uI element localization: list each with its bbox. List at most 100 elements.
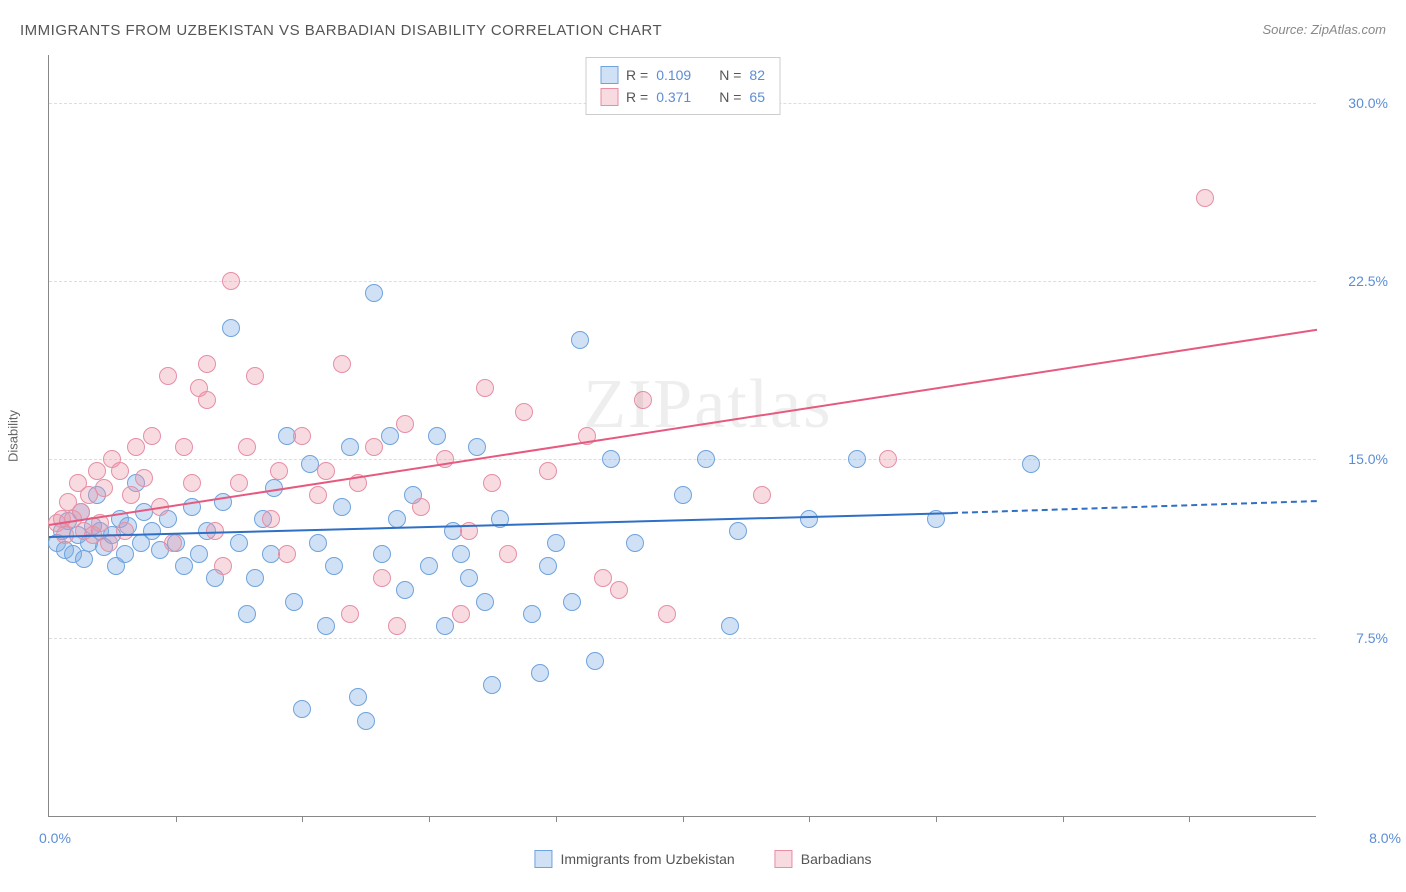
n-value-0: 82 xyxy=(749,67,765,83)
point-uzbekistan xyxy=(547,534,565,552)
swatch-series-1 xyxy=(600,88,618,106)
x-tick xyxy=(1063,816,1064,822)
bottom-swatch-1 xyxy=(775,850,793,868)
point-barbadian xyxy=(476,379,494,397)
point-barbadian xyxy=(198,391,216,409)
point-barbadian xyxy=(175,438,193,456)
x-tick xyxy=(936,816,937,822)
point-barbadian xyxy=(658,605,676,623)
point-uzbekistan xyxy=(697,450,715,468)
x-tick xyxy=(809,816,810,822)
point-uzbekistan xyxy=(468,438,486,456)
point-barbadian xyxy=(278,545,296,563)
point-uzbekistan xyxy=(626,534,644,552)
point-barbadian xyxy=(214,557,232,575)
point-uzbekistan xyxy=(483,676,501,694)
point-barbadian xyxy=(1196,189,1214,207)
point-barbadian xyxy=(230,474,248,492)
point-barbadian xyxy=(88,462,106,480)
point-uzbekistan xyxy=(246,569,264,587)
point-uzbekistan xyxy=(309,534,327,552)
point-uzbekistan xyxy=(230,534,248,552)
point-uzbekistan xyxy=(476,593,494,611)
gridline xyxy=(49,459,1316,460)
point-barbadian xyxy=(122,486,140,504)
point-uzbekistan xyxy=(116,545,134,563)
point-uzbekistan xyxy=(602,450,620,468)
point-barbadian xyxy=(262,510,280,528)
y-tick-label: 15.0% xyxy=(1328,451,1388,467)
point-uzbekistan xyxy=(175,557,193,575)
point-uzbekistan xyxy=(357,712,375,730)
point-barbadian xyxy=(127,438,145,456)
source-attribution: Source: ZipAtlas.com xyxy=(1262,22,1386,37)
point-uzbekistan xyxy=(388,510,406,528)
point-barbadian xyxy=(317,462,335,480)
point-uzbekistan xyxy=(848,450,866,468)
series-1-name: Barbadians xyxy=(801,851,872,867)
point-uzbekistan xyxy=(325,557,343,575)
chart-title: IMMIGRANTS FROM UZBEKISTAN VS BARBADIAN … xyxy=(20,22,662,39)
x-tick xyxy=(429,816,430,822)
watermark: ZIPatlas xyxy=(583,365,832,445)
point-barbadian xyxy=(594,569,612,587)
point-barbadian xyxy=(222,272,240,290)
point-uzbekistan xyxy=(586,652,604,670)
plot-area: Disability 0.0% 8.0% ZIPatlas R = 0.109 … xyxy=(48,55,1316,817)
x-tick xyxy=(302,816,303,822)
point-barbadian xyxy=(879,450,897,468)
n-value-1: 65 xyxy=(749,89,765,105)
point-uzbekistan xyxy=(75,550,93,568)
trend-line-dashed xyxy=(952,500,1317,514)
x-axis-min-label: 0.0% xyxy=(39,830,71,846)
point-barbadian xyxy=(116,522,134,540)
point-uzbekistan xyxy=(373,545,391,563)
point-uzbekistan xyxy=(539,557,557,575)
point-barbadian xyxy=(634,391,652,409)
point-barbadian xyxy=(95,479,113,497)
point-uzbekistan xyxy=(365,284,383,302)
point-barbadian xyxy=(143,427,161,445)
r-label: R = xyxy=(626,67,648,83)
point-uzbekistan xyxy=(460,569,478,587)
y-tick-label: 22.5% xyxy=(1328,273,1388,289)
point-uzbekistan xyxy=(436,617,454,635)
point-barbadian xyxy=(238,438,256,456)
point-uzbekistan xyxy=(238,605,256,623)
x-tick xyxy=(1189,816,1190,822)
point-uzbekistan xyxy=(143,522,161,540)
gridline xyxy=(49,638,1316,639)
point-uzbekistan xyxy=(381,427,399,445)
swatch-series-0 xyxy=(600,66,618,84)
point-barbadian xyxy=(412,498,430,516)
point-barbadian xyxy=(452,605,470,623)
point-barbadian xyxy=(388,617,406,635)
point-uzbekistan xyxy=(333,498,351,516)
point-uzbekistan xyxy=(428,427,446,445)
point-barbadian xyxy=(164,534,182,552)
point-uzbekistan xyxy=(349,688,367,706)
point-uzbekistan xyxy=(531,664,549,682)
point-barbadian xyxy=(246,367,264,385)
point-barbadian xyxy=(183,474,201,492)
point-uzbekistan xyxy=(729,522,747,540)
point-uzbekistan xyxy=(571,331,589,349)
point-uzbekistan xyxy=(721,617,739,635)
point-barbadian xyxy=(515,403,533,421)
point-barbadian xyxy=(159,367,177,385)
n-label: N = xyxy=(719,89,741,105)
point-uzbekistan xyxy=(563,593,581,611)
series-0-name: Immigrants from Uzbekistan xyxy=(560,851,734,867)
y-tick-label: 7.5% xyxy=(1328,630,1388,646)
point-barbadian xyxy=(753,486,771,504)
point-barbadian xyxy=(309,486,327,504)
x-tick xyxy=(683,816,684,822)
point-uzbekistan xyxy=(800,510,818,528)
r-value-0: 0.109 xyxy=(656,67,691,83)
point-barbadian xyxy=(293,427,311,445)
bottom-legend-item-0: Immigrants from Uzbekistan xyxy=(534,850,734,868)
y-tick-label: 30.0% xyxy=(1328,95,1388,111)
correlation-legend: R = 0.109 N = 82 R = 0.371 N = 65 xyxy=(585,57,780,115)
point-uzbekistan xyxy=(1022,455,1040,473)
point-uzbekistan xyxy=(674,486,692,504)
